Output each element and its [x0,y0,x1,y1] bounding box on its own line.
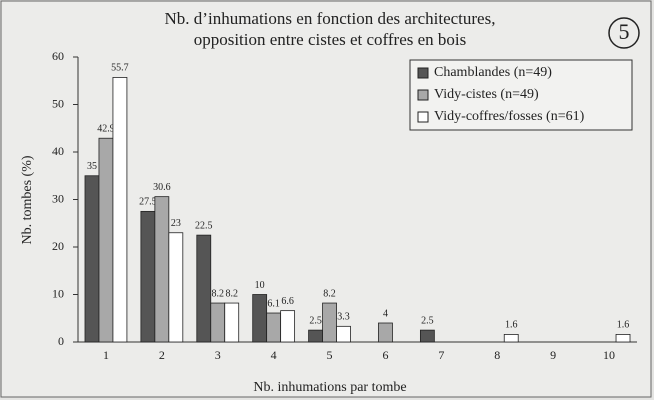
x-tick-label: 6 [382,348,388,362]
x-tick-label: 7 [438,348,444,362]
bar [280,310,296,343]
legend-label: Chamblandes (n=49) [434,65,552,80]
value-label: 10 [255,280,265,291]
value-label: 1.6 [505,320,518,331]
y-tick-label: 10 [52,286,64,300]
x-tick-label: 4 [271,348,277,362]
x-tick-label: 2 [159,348,165,362]
value-label: 2.5 [309,315,322,326]
x-tick-label: 10 [603,348,615,362]
legend-swatch [417,67,429,79]
bar [308,329,323,343]
bar [210,302,226,343]
value-label: 23 [171,218,181,229]
bar [224,302,240,343]
x-tick-label: 9 [550,348,556,362]
y-tick-label: 0 [58,334,64,348]
value-label: 8.2 [323,288,336,299]
legend-label: Vidy-coffres/fosses (n=61) [434,109,585,124]
y-tick-label: 30 [52,191,64,205]
y-tick-label: 20 [52,239,64,253]
legend-swatch [417,89,429,101]
y-tick-label: 50 [52,96,64,110]
value-label: 6.6 [281,296,294,307]
legend-label: Vidy-cistes (n=49) [434,87,539,102]
value-label: 27.5 [139,197,157,208]
value-label: 6.1 [267,298,280,309]
value-label: 1.6 [617,320,630,331]
x-axis-label: Nb. inhumations par tombe [253,380,406,395]
bar [98,137,114,343]
value-label: 30.6 [153,182,171,193]
x-tick-label: 5 [327,348,333,362]
figure-badge [608,17,640,49]
value-label: 42.9 [97,124,115,135]
bar [84,175,100,343]
figure-number: 5 [619,19,630,44]
y-axis-label: Nb. tombes (%) [20,155,35,244]
bar [266,312,282,343]
y-tick-label: 60 [52,49,64,63]
value-label: 3.3 [337,312,350,323]
value-label: 35 [87,161,97,172]
bar [378,322,393,343]
x-tick-label: 8 [494,348,500,362]
bar [112,77,128,343]
bar [322,302,337,343]
bar [168,232,184,343]
legend-box [409,59,633,131]
x-tick-label: 1 [103,348,109,362]
bar [419,329,435,343]
value-label: 4 [383,308,388,319]
value-label: 55.7 [111,63,129,74]
chart-title: opposition entre cistes et coffres en bo… [194,30,467,49]
bar [336,325,351,343]
legend-swatch [417,111,429,123]
value-label: 8.2 [225,288,238,299]
bar [140,210,156,343]
bar [503,333,519,343]
bar [154,196,170,343]
bar [615,333,631,343]
bar [196,234,212,343]
value-label: 8.2 [212,288,225,299]
y-tick-label: 40 [52,144,64,158]
x-tick-label: 3 [215,348,221,362]
value-label: 2.5 [421,315,434,326]
value-label: 22.5 [195,220,213,231]
chart-title: Nb. d’inhumations en fonction des archit… [165,9,496,28]
bar [252,294,268,343]
